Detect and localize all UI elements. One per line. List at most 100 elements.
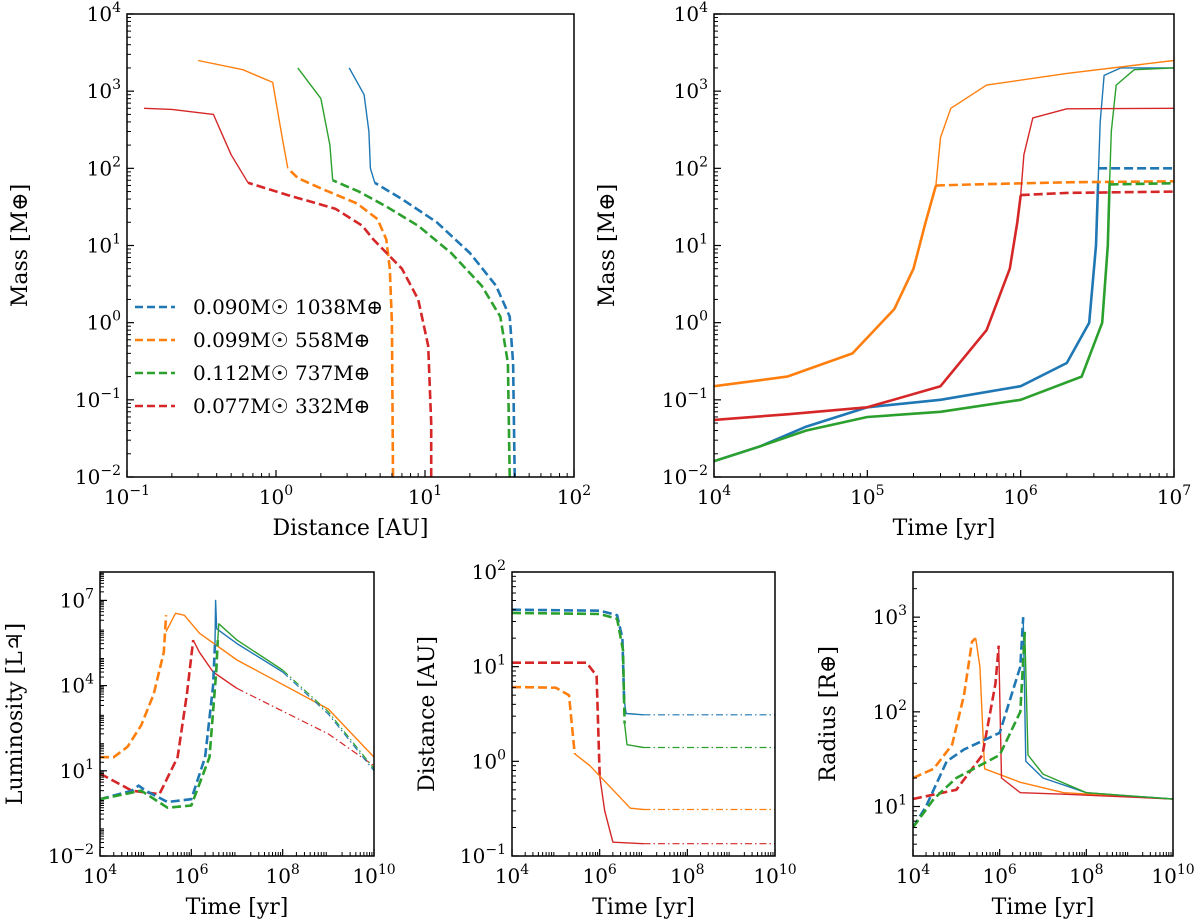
x-axis-label: Time [yr] — [592, 895, 695, 920]
series-orange-dashed — [100, 615, 168, 759]
y-axis-label: Luminosity [L♃] — [3, 623, 28, 805]
x-tick-label: 104 — [697, 483, 731, 509]
y-tick-label: 103 — [87, 77, 121, 103]
y-axis-label: Mass [M⊕] — [8, 184, 33, 307]
plot-area — [100, 599, 374, 810]
series-green-dashed — [332, 179, 511, 477]
series-green-dashed — [913, 631, 1027, 829]
y-tick-label: 10−2 — [662, 463, 708, 489]
x-axis-label: Distance [AU] — [272, 516, 428, 541]
series-green-thick — [714, 182, 1111, 463]
x-tick-label: 101 — [408, 483, 442, 509]
legend-label-blue: 0.090M☉ 1038M⊕ — [193, 295, 383, 319]
series-orange-thick — [714, 185, 938, 388]
x-tick-label: 10−1 — [104, 483, 150, 509]
series-blue-solid — [623, 699, 644, 716]
x-tick-label: 104 — [896, 862, 930, 888]
y-tick-label: 10−1 — [75, 386, 121, 412]
y-tick-label: 103 — [873, 603, 907, 629]
series-red-dashed — [100, 639, 195, 796]
series-blue-solid — [1097, 67, 1174, 183]
series-blue-dashed — [374, 181, 516, 477]
series-red-solid — [192, 639, 238, 689]
series-red-dashed — [247, 181, 433, 477]
axes-frame — [912, 571, 1174, 857]
series-red-solid — [998, 645, 1173, 800]
axes-frame — [713, 13, 1175, 478]
x-tick-label: 107 — [1157, 483, 1191, 509]
y-tick-label: 10−2 — [48, 842, 94, 868]
y-tick-label: 101 — [472, 653, 506, 679]
series-orange-solid — [197, 59, 289, 169]
y-tick-label: 102 — [873, 698, 907, 724]
y-axis-label: Radius [R⊕] — [816, 646, 841, 782]
series-blue-thick — [714, 182, 1100, 463]
series-blue-solid — [348, 67, 376, 184]
series-green-solid — [623, 723, 644, 749]
y-tick-label: 100 — [87, 309, 121, 335]
axes-frame — [99, 571, 375, 857]
plot-area — [714, 59, 1174, 463]
y-tick-label: 10−1 — [460, 842, 506, 868]
series-blue-solid — [214, 599, 284, 673]
series-orange-dashed — [286, 167, 395, 477]
series-orange-solid — [975, 638, 1173, 800]
series-red-solid — [143, 107, 249, 184]
x-tick-label: 104 — [495, 862, 529, 888]
series-red-solid — [599, 775, 644, 845]
x-tick-label: 108 — [1069, 862, 1103, 888]
chart-luminosity-time: 104 106 108 1010 10−2 101 104 107 Time [yr] Lumin… — [3, 571, 396, 920]
x-tick-label: 1010 — [1151, 862, 1194, 888]
y-axis-label: Mass [M⊕] — [595, 184, 620, 307]
x-tick-label: 106 — [174, 862, 208, 888]
chart-distance-time: 104 106 108 1010 10−1 100 101 102 Time [yr] Dista… — [415, 558, 797, 920]
series-green-dashdot — [282, 669, 374, 769]
y-tick-label: 102 — [674, 154, 708, 180]
x-tick-label: 106 — [582, 862, 616, 888]
legend-label-green: 0.112M☉ 737M⊕ — [193, 361, 370, 385]
x-tick-label: 100 — [259, 483, 293, 509]
series-green-dashed — [512, 611, 626, 724]
series-orange-dashed — [913, 637, 977, 780]
y-tick-label: 101 — [873, 793, 907, 819]
plot-area — [512, 608, 775, 845]
y-tick-label: 102 — [87, 154, 121, 180]
y-tick-label: 101 — [674, 232, 708, 258]
y-axis-label: Distance [AU] — [415, 636, 440, 792]
plot-area — [143, 59, 516, 477]
series-blue-dashed — [913, 617, 1025, 829]
y-tick-label: 101 — [87, 232, 121, 258]
legend-label-red: 0.077M☉ 332M⊕ — [193, 394, 370, 418]
y-tick-label: 107 — [60, 586, 94, 612]
x-axis-label: Time [yr] — [186, 895, 289, 920]
legend-label-orange: 0.099M☉ 558M⊕ — [193, 328, 370, 352]
series-red-dashdot — [236, 687, 374, 767]
series-blue-solid — [1022, 617, 1173, 800]
axes-frame — [511, 571, 776, 857]
x-axis-label: Time [yr] — [992, 895, 1095, 920]
y-tick-label: 10−2 — [75, 463, 121, 489]
series-orange-solid — [935, 59, 1174, 186]
x-tick-label: 105 — [850, 483, 884, 509]
x-tick-label: 1010 — [753, 862, 796, 888]
chart-mass-time: 104 105 106 107 10−2 10−1 100 101 102 103 104 Time … — [595, 0, 1191, 541]
series-orange-solid — [574, 753, 644, 811]
x-tick-label: 104 — [83, 862, 117, 888]
series-red-dashed — [1020, 190, 1174, 197]
y-tick-label: 100 — [674, 309, 708, 335]
y-tick-label: 10−1 — [662, 386, 708, 412]
series-green-dashed — [1109, 182, 1174, 186]
x-tick-label: 102 — [557, 483, 591, 509]
x-axis-label: Time [yr] — [893, 516, 996, 541]
series-green-solid — [297, 67, 334, 181]
series-red-dashed — [913, 645, 1000, 801]
series-red-dashed — [512, 661, 601, 777]
series-orange-dashed — [935, 180, 1174, 187]
series-orange-dashed — [512, 685, 576, 754]
legend: 0.090M☉ 1038M⊕ 0.099M☉ 558M⊕ 0.112M☉ 737M⊕… — [135, 295, 383, 418]
series-green-dashed — [100, 640, 220, 810]
series-red-solid — [1020, 107, 1174, 196]
x-tick-label: 106 — [1003, 483, 1037, 509]
chart-mass-distance: 10−1 100 101 10210−210−1100101102103104Dist… — [8, 0, 591, 541]
